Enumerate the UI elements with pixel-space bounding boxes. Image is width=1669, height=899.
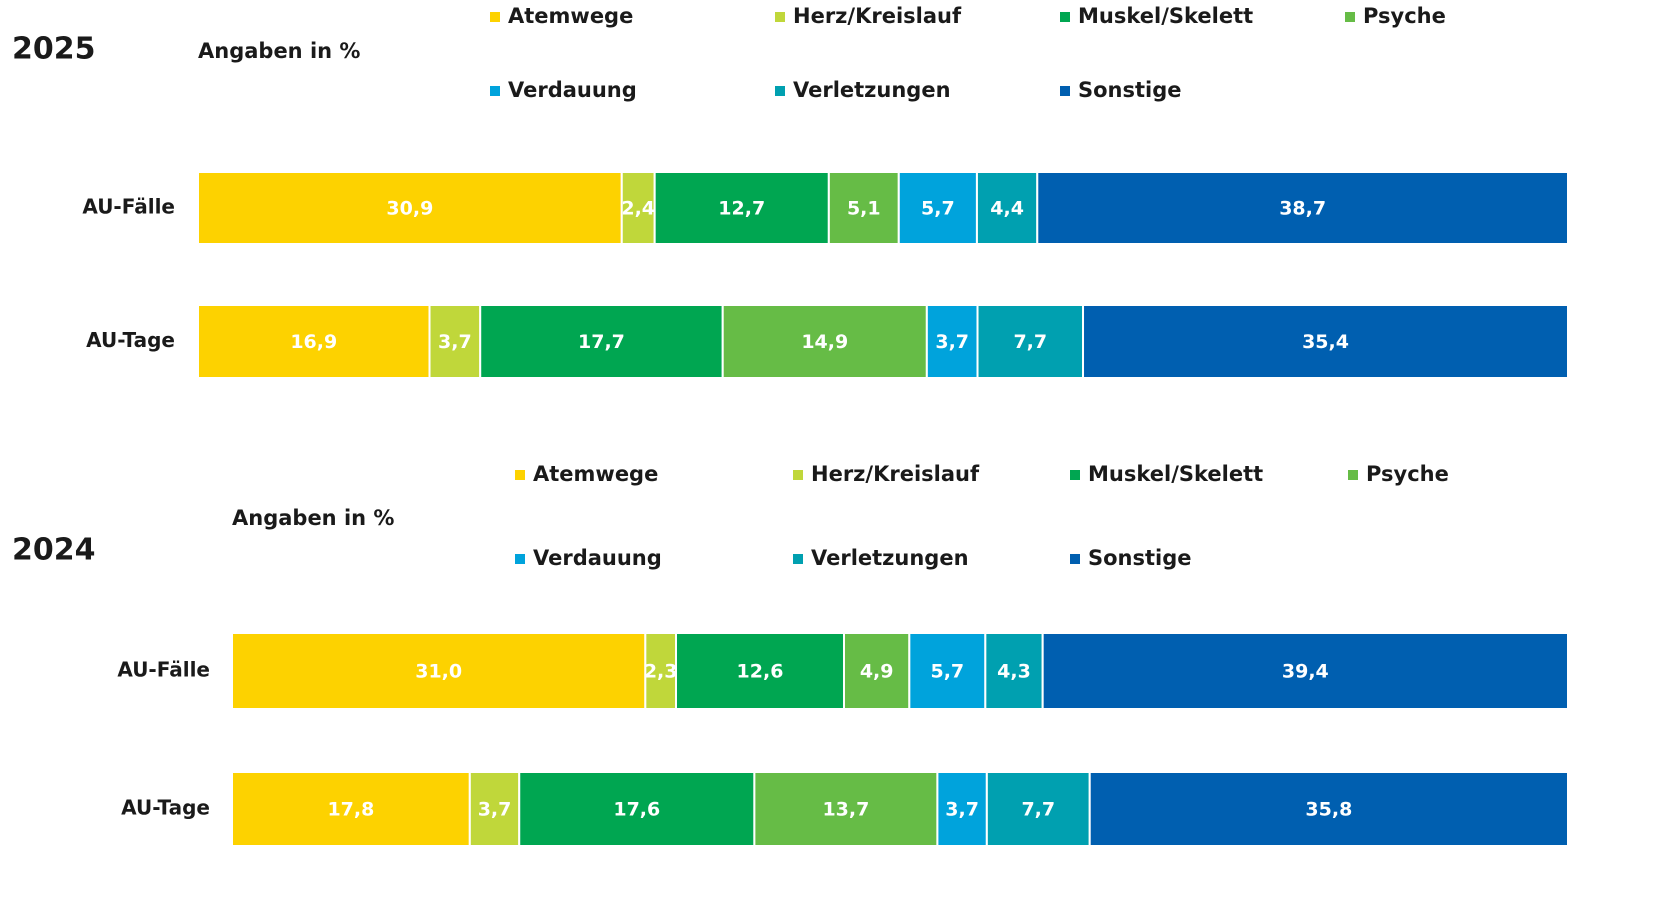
legend-swatch xyxy=(793,554,803,564)
value-label: 13,7 xyxy=(822,799,869,821)
legend-swatch xyxy=(515,470,525,480)
chart-subtitle: Angaben in % xyxy=(232,506,394,530)
value-label: 3,7 xyxy=(935,331,969,353)
bar-segment xyxy=(908,632,987,710)
bar-segment xyxy=(675,632,845,710)
value-label: 17,7 xyxy=(578,331,625,353)
value-label: 38,7 xyxy=(1279,198,1326,220)
legend-swatch xyxy=(515,554,525,564)
bar-segment xyxy=(428,304,482,379)
bar-segment xyxy=(644,632,677,710)
legend-label: Verdauung xyxy=(533,546,662,570)
value-label: 7,7 xyxy=(1021,799,1055,821)
bar-segment xyxy=(197,171,623,245)
bar-segment xyxy=(231,771,471,847)
bar-segment xyxy=(843,632,911,710)
legend-swatch xyxy=(1345,12,1355,22)
value-label: 16,9 xyxy=(290,331,337,353)
value-label: 39,4 xyxy=(1282,661,1329,683)
bar-segment xyxy=(1036,171,1569,245)
legend-label: Atemwege xyxy=(508,4,633,28)
value-label: 35,4 xyxy=(1302,331,1349,353)
chart-title: 2025 xyxy=(12,32,96,67)
value-label: 12,7 xyxy=(718,198,765,220)
legend-swatch xyxy=(1070,554,1080,564)
legend-swatch xyxy=(775,86,785,96)
bar-segment xyxy=(468,771,521,847)
chart-subtitle: Angaben in % xyxy=(198,39,360,63)
bar-segment xyxy=(479,304,724,379)
bar-segment xyxy=(753,771,939,847)
legend-label: Herz/Kreislauf xyxy=(793,4,962,28)
category-label: AU-Tage xyxy=(121,796,210,820)
legend-label: Psyche xyxy=(1363,4,1446,28)
value-label: 17,8 xyxy=(327,799,374,821)
legend-label: Herz/Kreislauf xyxy=(811,462,980,486)
value-label: 3,7 xyxy=(438,331,472,353)
legend-label: Psyche xyxy=(1366,462,1449,486)
value-label: 5,1 xyxy=(847,198,881,220)
legend-label: Atemwege xyxy=(533,462,658,486)
bar-segment xyxy=(897,171,978,245)
value-label: 2,3 xyxy=(644,661,678,683)
legend-label: Muskel/Skelett xyxy=(1078,4,1253,28)
value-label: 30,9 xyxy=(386,198,433,220)
legend-label: Verletzungen xyxy=(811,546,969,570)
value-label: 5,7 xyxy=(921,198,955,220)
value-label: 35,8 xyxy=(1305,799,1352,821)
bar-segment xyxy=(976,304,1085,379)
category-label: AU-Fälle xyxy=(117,658,210,682)
legend-label: Verdauung xyxy=(508,78,637,102)
bar-segment xyxy=(197,304,431,379)
bar-segment xyxy=(985,771,1091,847)
legend-swatch xyxy=(1348,470,1358,480)
bar-segment xyxy=(1088,771,1570,847)
value-label: 7,7 xyxy=(1013,331,1047,353)
legend-swatch xyxy=(793,470,803,480)
legend-swatch xyxy=(1070,470,1080,480)
bar-segment xyxy=(653,171,830,245)
value-label: 2,4 xyxy=(621,198,655,220)
chart-title: 2024 xyxy=(12,533,96,568)
legend-label: Sonstige xyxy=(1088,546,1192,570)
value-label: 5,7 xyxy=(930,661,964,683)
bar-segment xyxy=(1041,632,1569,710)
value-label: 3,7 xyxy=(478,799,512,821)
legend-swatch xyxy=(1060,86,1070,96)
value-label: 4,3 xyxy=(997,661,1031,683)
value-label: 17,6 xyxy=(613,799,660,821)
category-label: AU-Tage xyxy=(86,328,175,352)
bar-segment xyxy=(975,171,1039,245)
value-label: 31,0 xyxy=(415,661,462,683)
value-label: 3,7 xyxy=(945,799,979,821)
value-label: 12,6 xyxy=(737,661,784,683)
bar-segment xyxy=(984,632,1044,710)
value-label: 4,9 xyxy=(860,661,894,683)
bar-segment xyxy=(1082,304,1570,379)
bar-segment xyxy=(620,171,656,245)
legend-swatch xyxy=(1060,12,1070,22)
legend-label: Muskel/Skelett xyxy=(1088,462,1263,486)
legend-label: Sonstige xyxy=(1078,78,1182,102)
legend-swatch xyxy=(490,86,500,96)
category-label: AU-Fälle xyxy=(82,195,175,219)
value-label: 14,9 xyxy=(801,331,848,353)
legend-swatch xyxy=(775,12,785,22)
legend-label: Verletzungen xyxy=(793,78,951,102)
value-label: 4,4 xyxy=(990,198,1024,220)
legend-swatch xyxy=(490,12,500,22)
bar-segment xyxy=(925,304,979,379)
